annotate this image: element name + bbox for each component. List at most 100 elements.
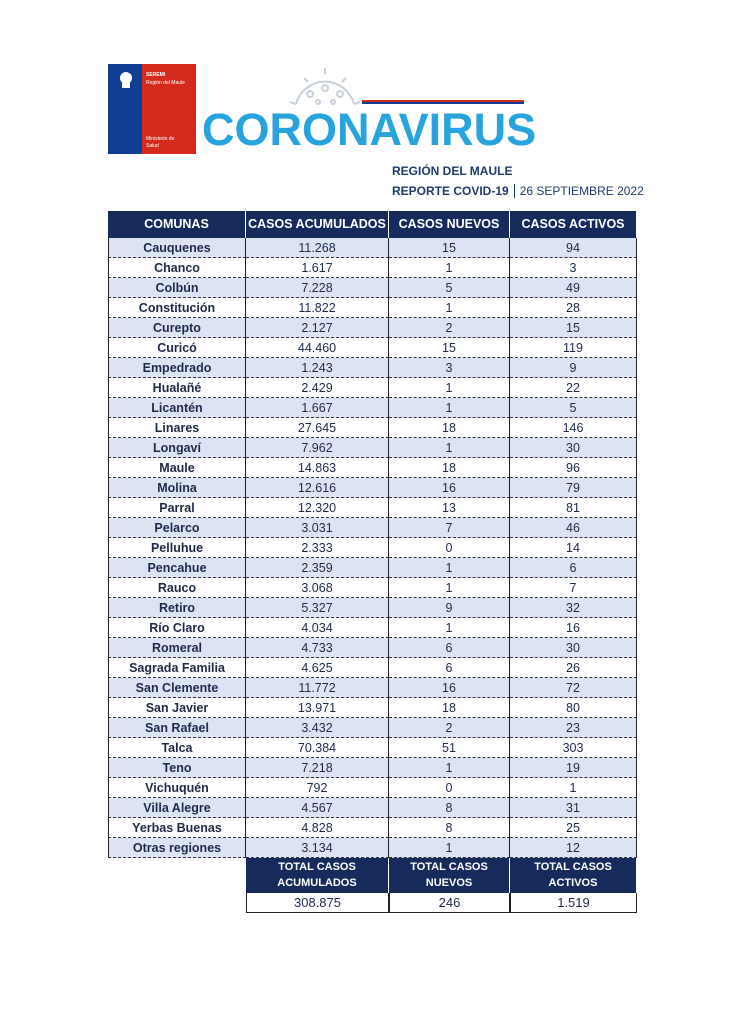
cell-value: 7.228 — [246, 278, 389, 298]
report: REPORTE COVID-19 — [392, 184, 515, 198]
cell-value: 15 — [510, 318, 637, 338]
total-label: TOTAL CASOS — [410, 861, 488, 873]
cell-value: 0 — [389, 538, 510, 558]
cell-value: 5 — [389, 278, 510, 298]
cell-value: 1.667 — [246, 398, 389, 418]
date: 26 SEPTIEMBRE 2022 — [519, 184, 644, 198]
cell-value: 72 — [510, 678, 637, 698]
commune: Villa Alegre — [108, 798, 246, 818]
cell-value: 3 — [389, 358, 510, 378]
cell-value: 5.327 — [246, 598, 389, 618]
cell-value: 11.772 — [246, 678, 389, 698]
cell-value: 31 — [510, 798, 637, 818]
total-header: TOTAL CASOS ACUMULADOS — [246, 858, 389, 893]
cell-value: 96 — [510, 458, 637, 478]
total-header: TOTAL CASOS ACTIVOS — [510, 858, 637, 893]
commune: Pelluhue — [108, 538, 246, 558]
commune: San Clemente — [108, 678, 246, 698]
cell-value: 0 — [389, 778, 510, 798]
total-label: ACTIVOS — [548, 877, 598, 889]
cell-value: 13.971 — [246, 698, 389, 718]
cell-value: 3.068 — [246, 578, 389, 598]
cell-value: 8 — [389, 818, 510, 838]
commune: Curicó — [108, 338, 246, 358]
commune: Pelarco — [108, 518, 246, 538]
cell-value: 19 — [510, 758, 637, 778]
cell-value: 1 — [389, 558, 510, 578]
cell-value: 5 — [510, 398, 637, 418]
cell-value: 22 — [510, 378, 637, 398]
cell-value: 81 — [510, 498, 637, 518]
cell-value: 2.333 — [246, 538, 389, 558]
cell-value: 4.567 — [246, 798, 389, 818]
total-value: 308.875 — [246, 893, 389, 913]
cell-value: 792 — [246, 778, 389, 798]
cell-value: 4.034 — [246, 618, 389, 638]
cell-value: 94 — [510, 238, 637, 258]
cell-value: 44.460 — [246, 338, 389, 358]
commune: Linares — [108, 418, 246, 438]
cell-value: 2.359 — [246, 558, 389, 578]
commune: Retiro — [108, 598, 246, 618]
cell-value: 15 — [389, 238, 510, 258]
cell-value: 18 — [389, 698, 510, 718]
cell-value: 4.625 — [246, 658, 389, 678]
cell-value: 9 — [389, 598, 510, 618]
commune: Rauco — [108, 578, 246, 598]
cell-value: 1 — [389, 298, 510, 318]
cell-value: 7 — [510, 578, 637, 598]
commune: Maule — [108, 458, 246, 478]
commune: Molina — [108, 478, 246, 498]
cell-value: 9 — [510, 358, 637, 378]
logo: SEREMI Región del Maule Ministerio de Sa… — [108, 64, 196, 154]
column-header: CASOS NUEVOS — [389, 211, 510, 238]
region: REGIÓN DEL MAULE — [392, 164, 513, 178]
cell-value: 23 — [510, 718, 637, 738]
cell-value: 1.243 — [246, 358, 389, 378]
cell-value: 80 — [510, 698, 637, 718]
commune: Licantén — [108, 398, 246, 418]
commune: Otras regiones — [108, 838, 246, 858]
cell-value: 25 — [510, 818, 637, 838]
cell-value: 32 — [510, 598, 637, 618]
cell-value: 6 — [389, 638, 510, 658]
cell-value: 1 — [389, 398, 510, 418]
commune: San Rafael — [108, 718, 246, 738]
total-label: TOTAL CASOS — [278, 861, 356, 873]
cell-value: 3.134 — [246, 838, 389, 858]
cell-value: 1 — [389, 838, 510, 858]
title: CORONAVIRUS — [202, 104, 537, 155]
cell-value: 51 — [389, 738, 510, 758]
cell-value: 1 — [389, 378, 510, 398]
cell-value: 49 — [510, 278, 637, 298]
commune: Romeral — [108, 638, 246, 658]
commune: Empedrado — [108, 358, 246, 378]
cell-value: 3.432 — [246, 718, 389, 738]
total-value: 1.519 — [510, 893, 637, 913]
cell-value: 8 — [389, 798, 510, 818]
cell-value: 26 — [510, 658, 637, 678]
cell-value: 7.962 — [246, 438, 389, 458]
cell-value: 7 — [389, 518, 510, 538]
total-label: TOTAL CASOS — [534, 861, 612, 873]
cell-value: 2 — [389, 318, 510, 338]
cell-value: 11.268 — [246, 238, 389, 258]
commune: Pencahue — [108, 558, 246, 578]
cell-value: 28 — [510, 298, 637, 318]
column-header: COMUNAS — [108, 211, 246, 238]
cell-value: 7.218 — [246, 758, 389, 778]
cell-value: 1 — [389, 258, 510, 278]
cell-value: 11.822 — [246, 298, 389, 318]
logo-text: Salud — [146, 143, 159, 149]
column-header: CASOS ACTIVOS — [510, 211, 637, 238]
commune: Sagrada Familia — [108, 658, 246, 678]
commune: San Javier — [108, 698, 246, 718]
cell-value: 6 — [389, 658, 510, 678]
commune: Chanco — [108, 258, 246, 278]
cell-value: 16 — [510, 618, 637, 638]
cell-value: 4.828 — [246, 818, 389, 838]
cell-value: 3.031 — [246, 518, 389, 538]
cell-value: 1 — [510, 778, 637, 798]
commune: Colbún — [108, 278, 246, 298]
